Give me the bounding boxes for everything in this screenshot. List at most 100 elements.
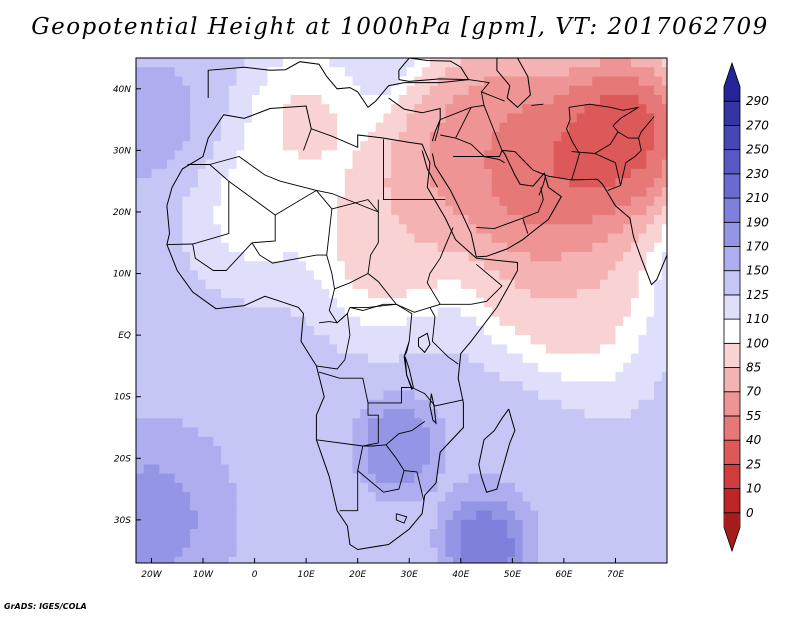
field-cell [166, 362, 176, 373]
y-tick-label: 20S [114, 454, 131, 464]
field-cell [530, 113, 539, 124]
field-cell [654, 372, 663, 382]
field-cell [576, 67, 586, 78]
field-cell [530, 307, 539, 318]
field-cell [313, 270, 323, 281]
field-cell [136, 196, 145, 207]
field-cell [367, 501, 377, 512]
field-cell [592, 362, 601, 373]
field-cell [507, 58, 516, 68]
field-cell [174, 159, 183, 170]
field-cell [360, 436, 369, 447]
field-cell [545, 556, 555, 563]
field-cell [607, 187, 617, 198]
field-cell [460, 104, 470, 115]
field-cell [259, 233, 269, 244]
field-cell [491, 196, 501, 207]
field-cell [136, 344, 145, 355]
field-cell [561, 547, 570, 558]
field-cell [282, 455, 292, 466]
field-cell [623, 251, 632, 262]
field-cell [259, 427, 269, 438]
field-cell [553, 159, 562, 170]
field-cell [654, 131, 663, 142]
field-cell [561, 168, 570, 179]
field-cell [251, 556, 261, 563]
field-cell [267, 85, 276, 96]
country-border [192, 180, 276, 271]
field-cell [414, 85, 423, 96]
field-cell [267, 298, 276, 309]
field-cell [530, 362, 539, 373]
field-cell [553, 372, 562, 382]
field-cell [630, 298, 640, 309]
field-cell [553, 67, 562, 78]
field-cell [638, 418, 647, 429]
field-cell [205, 104, 214, 115]
field-cell [375, 409, 385, 419]
field-cell [460, 150, 470, 161]
field-cell [422, 94, 431, 105]
field-cell [530, 261, 539, 272]
field-cell [151, 307, 160, 318]
field-cell [228, 150, 238, 161]
field-cell [166, 501, 176, 512]
field-cell [205, 270, 214, 281]
field-cell [228, 261, 238, 272]
field-cell [182, 307, 191, 318]
field-cell [429, 122, 439, 133]
field-cell [244, 196, 253, 207]
field-cell [236, 418, 245, 429]
field-cell [654, 427, 663, 438]
geopotential-field [136, 58, 667, 563]
field-cell [630, 113, 640, 124]
field-cell [205, 556, 214, 563]
colorbar-swatch [723, 294, 741, 320]
field-cell [228, 381, 238, 392]
field-cell [553, 104, 562, 115]
field-cell [251, 233, 261, 244]
field-cell [236, 455, 245, 466]
field-cell [630, 131, 640, 142]
field-cell [514, 113, 524, 124]
field-cell [630, 436, 640, 447]
field-cell [468, 418, 477, 429]
field-cell [174, 104, 183, 115]
field-cell [228, 344, 238, 355]
field-cell [321, 427, 330, 438]
field-cell [522, 187, 531, 198]
field-cell [244, 399, 253, 410]
colorbar-swatch [724, 512, 740, 528]
field-cell [453, 242, 462, 253]
field-cell [507, 67, 516, 78]
field-cell [375, 399, 385, 410]
field-cell [538, 67, 547, 78]
field-cell [306, 556, 315, 563]
field-cell [422, 279, 431, 290]
field-cell [599, 104, 609, 115]
field-cell [282, 482, 292, 493]
field-cell [244, 556, 253, 563]
field-cell [468, 279, 477, 290]
field-cell [491, 445, 501, 456]
field-cell [460, 141, 470, 151]
field-cell [491, 464, 501, 475]
field-cell [236, 381, 245, 392]
field-cell [414, 131, 423, 142]
field-cell [569, 113, 578, 124]
field-cell [569, 316, 578, 327]
field-cell [228, 307, 238, 318]
field-cell [453, 519, 462, 530]
field-cell [143, 233, 153, 244]
field-cell [460, 455, 470, 466]
field-cell [468, 150, 477, 161]
field-cell [661, 242, 667, 253]
field-cell [143, 547, 153, 558]
field-cell [468, 131, 477, 142]
field-cell [375, 316, 385, 327]
field-cell [553, 510, 562, 521]
field-cell [599, 353, 609, 364]
field-cell [607, 270, 617, 281]
field-cell [429, 316, 439, 327]
field-cell [197, 279, 207, 290]
